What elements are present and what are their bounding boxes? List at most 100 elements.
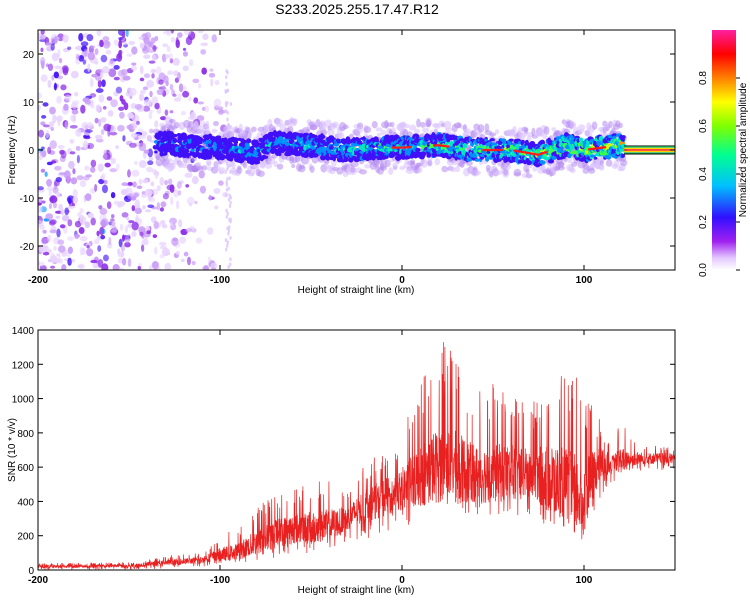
spectrogram-noise-blob (38, 202, 42, 206)
spectrogram-noise-blob (80, 41, 89, 47)
spectrogram-noise-blob (115, 86, 123, 94)
spectrogram-noise-blob (185, 36, 193, 46)
spectrogram-halo-blob (291, 118, 298, 124)
spectrogram-halo-blob (225, 124, 233, 130)
spectrogram-noise-blob (156, 89, 164, 96)
spectrogram-noise-blob (120, 68, 128, 76)
spectrogram-noise-blob (117, 200, 126, 207)
spectrogram-noise-blob (127, 223, 132, 228)
spectrogram-trace-blob (415, 134, 420, 140)
spectrogram-noise-blob (122, 75, 131, 81)
spectrogram-noise-blob (104, 40, 110, 46)
spectrogram-noise-blob (185, 184, 190, 188)
spectrogram-noise-blob (224, 238, 228, 243)
spectrogram-noise-blob (109, 168, 118, 173)
spectrogram-trace-blob (246, 138, 252, 144)
spectrogram-noise-blob (89, 78, 94, 88)
spectrogram-trace-blob (277, 135, 284, 142)
spectrogram-noise-blob (172, 57, 180, 66)
spectrogram-noise-blob (41, 200, 46, 204)
spectrogram-noise-blob (102, 228, 106, 235)
colorbar: 0.0 0.2 0.4 0.6 0.8 Normalized spectral ampl… (698, 30, 749, 277)
spectrogram-noise-blob (172, 93, 177, 97)
spectrogram-noise-blob (170, 196, 174, 206)
spectrogram-noise-blob (109, 125, 117, 133)
spectrogram-noise-blob (133, 192, 139, 198)
spectrogram-noise-blob (45, 129, 50, 139)
spectrogram-noise-blob (153, 220, 159, 230)
snr-ytick-label: 1000 (12, 395, 35, 406)
snr-plot-area (38, 330, 675, 570)
spectrogram-trace-blob (474, 158, 480, 162)
spectrogram-trace-blob (312, 134, 318, 138)
spectrogram-noise-blob (38, 154, 43, 161)
spectrogram-noise-blob (101, 172, 106, 181)
spectrogram-noise-blob (115, 145, 120, 150)
spectrogram-halo-blob (327, 128, 335, 137)
spectrogram-noise-blob (121, 31, 126, 39)
spectrogram-noise-blob (118, 40, 123, 49)
spectrogram-noise-blob (173, 188, 179, 198)
spectrogram-noise-blob (74, 91, 79, 97)
spectrogram-noise-blob (146, 230, 152, 235)
spectrogram-halo-blob (558, 161, 565, 169)
spectrogram-noise-blob (211, 34, 217, 43)
spectrogram-halo-blob (371, 120, 378, 129)
spectrogram-halo-blob (218, 167, 226, 173)
spectrogram-halo-blob (417, 166, 423, 174)
spectrogram-noise-blob (84, 193, 92, 202)
spectrogram-noise-blob (38, 150, 41, 154)
spectrogram-noise-blob (63, 170, 71, 180)
spectrogram-noise-blob (129, 87, 137, 96)
spectrogram-trace-blob (183, 134, 188, 141)
spectrogram-noise-blob (64, 94, 72, 101)
spectrogram-halo-blob (309, 124, 318, 130)
spectrogram-noise-blob (210, 267, 217, 270)
spectrogram-noise-blob (225, 247, 228, 252)
spectrogram-trace-blob (508, 138, 514, 142)
spectrogram-halo-blob (477, 124, 485, 133)
spectrogram-noise-blob (40, 74, 48, 82)
spectrogram-noise-blob (98, 94, 105, 103)
spectrogram-noise-blob (71, 259, 76, 263)
spectrogram-halo-blob (413, 128, 420, 134)
spectrogram-halo-blob (188, 164, 194, 173)
spectrogram-noise-blob (97, 163, 104, 172)
spectrogram-image (38, 30, 675, 270)
spectrogram-noise-blob (226, 240, 230, 245)
spectrogram-noise-blob (57, 245, 66, 253)
spectrogram-noise-blob (177, 32, 183, 38)
spectrogram-noise-blob (38, 220, 44, 228)
spectrogram-halo-blob (309, 165, 315, 173)
spectrogram-noise-blob (200, 49, 207, 55)
spectrogram-noise-blob (104, 162, 111, 168)
spectrogram-halo-blob (567, 156, 573, 164)
spectrogram-trace-blob (489, 138, 496, 142)
spectrogram-noise-blob (228, 203, 232, 208)
spectrogram-noise-blob (47, 79, 52, 88)
spectrogram-noise-blob (183, 30, 192, 36)
spectrogram-noise-blob (64, 121, 69, 130)
spectrogram-noise-blob (228, 193, 231, 198)
spectrogram-noise-blob (38, 129, 45, 138)
spectrogram-noise-blob (85, 129, 93, 133)
spectrogram-noise-blob (110, 218, 115, 222)
spectrogram-noise-blob (47, 146, 52, 155)
spectrogram-noise-blob (138, 160, 147, 169)
spectrogram-halo-blob (605, 159, 613, 167)
spectrogram-noise-blob (213, 98, 222, 108)
spectrogram-noise-blob (101, 184, 108, 194)
spectrogram-noise-blob (139, 77, 145, 82)
spectrogram-noise-blob (137, 266, 141, 270)
spectrogram-noise-blob (156, 185, 161, 192)
spectrogram-noise-blob (46, 161, 53, 166)
spectrogram-noise-blob (110, 157, 117, 165)
spectrogram-noise-blob (219, 110, 226, 114)
spectrogram-trace-blob (540, 160, 546, 165)
spectrogram-noise-blob (173, 97, 182, 102)
spectrogram-noise-blob (226, 110, 230, 115)
spectrogram-noise-blob (208, 72, 216, 78)
spectrogram-noise-blob (229, 257, 232, 262)
spectrogram-halo-blob (342, 124, 349, 130)
spectrogram-noise-blob (113, 39, 119, 46)
